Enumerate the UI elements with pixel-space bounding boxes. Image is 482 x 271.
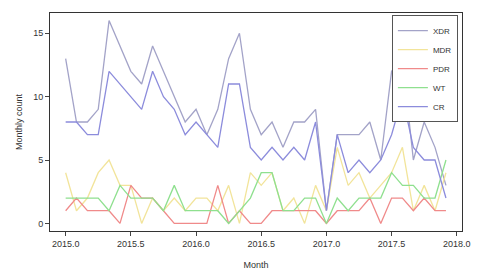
svg-text:CR: CR	[433, 103, 445, 112]
svg-text:2016.5: 2016.5	[247, 239, 275, 249]
svg-text:Month: Month	[243, 260, 268, 270]
svg-text:2015.0: 2015.0	[52, 239, 80, 249]
svg-text:WT: WT	[433, 84, 446, 93]
svg-text:Monthly count: Monthly count	[14, 93, 24, 150]
svg-text:2017.5: 2017.5	[378, 239, 406, 249]
svg-text:15: 15	[33, 28, 43, 38]
svg-text:PDR: PDR	[433, 65, 450, 74]
svg-text:5: 5	[38, 155, 43, 165]
svg-text:2015.5: 2015.5	[117, 239, 145, 249]
svg-text:2017.0: 2017.0	[313, 239, 341, 249]
svg-text:2018.0: 2018.0	[443, 239, 471, 249]
svg-text:MDR: MDR	[433, 46, 451, 55]
svg-text:0: 0	[38, 219, 43, 229]
svg-text:10: 10	[33, 92, 43, 102]
svg-text:2016.0: 2016.0	[182, 239, 210, 249]
svg-text:XDR: XDR	[433, 27, 450, 36]
